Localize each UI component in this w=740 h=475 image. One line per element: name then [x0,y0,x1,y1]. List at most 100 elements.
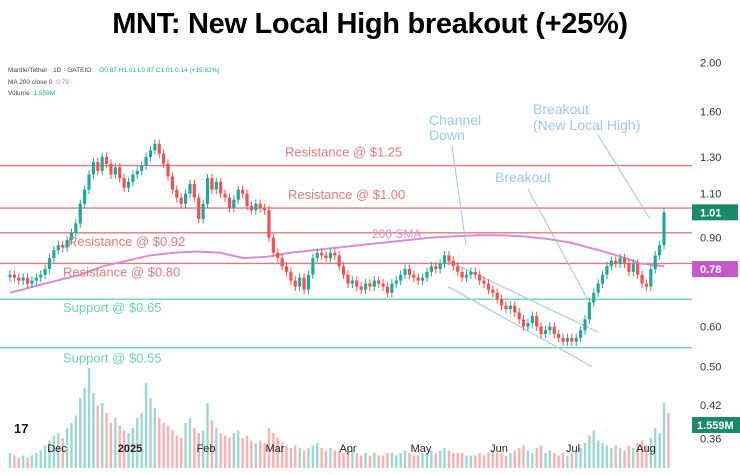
candle-body [543,330,548,335]
candle-body [535,315,539,327]
volume-bar [456,453,459,468]
candle-body [289,271,293,281]
candle-body [508,305,512,310]
candle-body [65,240,69,248]
volume-bar [395,455,398,468]
volume-bar [359,455,363,468]
candle-body [596,283,600,293]
volume-bar [351,450,354,468]
candle-body [293,280,297,287]
candle-body [328,252,333,259]
volume-bar [377,455,380,468]
x-tick-label: Mar [266,443,285,455]
candle-body [456,266,460,272]
candle-body [254,203,258,211]
volume-bar [127,433,130,468]
volume-bar [179,438,183,468]
volume-bar [52,435,56,468]
legend-ma-label: MA 200 close 0 [8,79,53,86]
candle-body [91,162,95,175]
volume-bar [184,423,187,468]
candle-body [148,150,153,157]
candle-body [390,283,394,293]
volume-bar [201,430,205,468]
volume-bar [447,450,451,468]
volume-bar [329,448,332,468]
candle-body [126,181,131,188]
volume-bar [443,448,446,468]
candle-body [34,277,38,281]
candle-body [394,280,398,284]
volume-bar [474,455,477,468]
annotation-breakout: Breakout [495,169,551,185]
volume-bar [487,453,490,468]
y-tick-label: 0.90 [700,233,721,245]
level-label-4: Support @ $0.65 [63,300,161,315]
legend-symbol-row: Mantle/Tether · 1D · GATEIO O0.87 H1.01 … [8,67,220,74]
volume-bar [83,388,86,468]
volume-bar [421,453,424,468]
annotation-200-sma: 200 SMA [372,227,421,241]
candle-body [592,292,596,303]
candle-body [653,255,657,270]
volume-bar [386,453,389,468]
volume-bar [241,438,244,468]
volume-bar [460,453,464,468]
candle-body [333,252,337,256]
volume-bar [364,453,367,468]
volume-bar [553,453,556,468]
volume-bar [570,453,574,468]
volume-bar [517,448,521,468]
candle-body [113,167,117,175]
volume-bar [399,453,402,468]
volume-bar [623,450,626,468]
volume-bar [250,440,253,468]
candle-body [627,263,631,272]
volume-bar [526,450,530,468]
level-label-2: Resistance @ $0.92 [68,234,185,249]
candle-body [609,260,613,267]
candle-body [232,199,236,209]
candle-body [649,269,653,287]
volume-bar [219,433,222,468]
volume-bar [605,445,609,468]
volume-bar [289,448,293,468]
volume-bar [333,450,337,468]
candle-body [311,258,315,275]
candle-body [109,163,113,175]
volume-bar [215,428,218,468]
sma-200-line [9,234,665,294]
volume-bar [48,440,51,468]
volume-bar [579,448,582,468]
level-label-0: Resistance @ $1.25 [285,145,402,160]
candle-body [298,277,302,287]
volume-bar [307,448,310,468]
volume-bar [171,430,174,468]
candle-body [557,334,561,338]
volume-bar [548,450,552,468]
candle-body [359,286,363,290]
y-tick-label: 1.60 [700,106,721,118]
candle-body [227,197,232,209]
volume-bar [592,430,595,468]
y-tick-label: 1.10 [700,189,721,201]
volume-bar [596,440,600,468]
volume-bar [43,445,47,468]
volume-bar [65,428,69,468]
y-tick-label: 0.36 [700,434,721,446]
volume-bar [337,450,341,468]
volume-bar [105,413,108,468]
candle-body [478,274,482,281]
candle-body [579,330,583,338]
candle-body [539,326,543,335]
candle-body [399,274,403,281]
volume-bar [158,418,161,468]
chart-headline: MNT: New Local High breakout (+25%) [112,8,628,40]
volume-bar [35,453,38,468]
candle-body [96,162,100,171]
volume-bar [228,438,231,468]
volume-bar [575,450,578,468]
volume-bar [434,453,437,468]
candle-body [363,283,368,290]
